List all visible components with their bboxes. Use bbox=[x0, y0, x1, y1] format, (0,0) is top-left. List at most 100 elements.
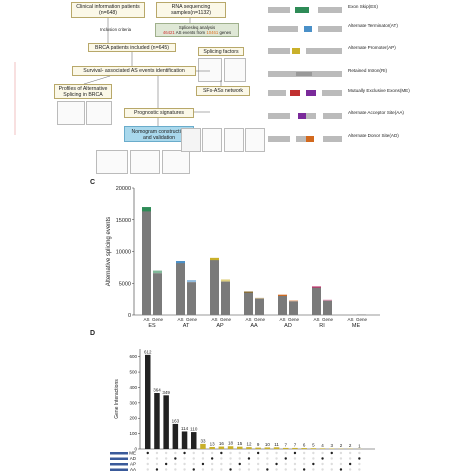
matrix-dot bbox=[348, 468, 352, 471]
prognostic-box: Prognostic signatures bbox=[124, 108, 194, 118]
matrix-dot bbox=[164, 468, 168, 471]
upset-bar bbox=[237, 446, 243, 449]
x-category-ad: AD bbox=[284, 323, 292, 329]
x-sublabel-as: AS bbox=[177, 317, 183, 322]
matrix-dot bbox=[256, 457, 260, 460]
matrix-dot bbox=[247, 462, 251, 466]
matrix-dot bbox=[174, 468, 177, 471]
upset-bar-label: 18 bbox=[228, 441, 234, 446]
matrix-dot bbox=[256, 468, 260, 471]
y-tick-label: 0 bbox=[134, 447, 137, 452]
upset-bar-label: 114 bbox=[181, 426, 189, 431]
bar-gene-cap-ri bbox=[323, 299, 332, 301]
x-sublabel-gene: Gene bbox=[152, 317, 164, 322]
factors-thumbnail bbox=[198, 58, 222, 82]
matrix-dot bbox=[164, 457, 168, 460]
inclusion-label: Inclusion criteria bbox=[100, 27, 132, 32]
matrix-dot bbox=[266, 468, 269, 471]
matrix-dot bbox=[201, 462, 205, 466]
matrix-dot bbox=[266, 462, 269, 466]
y-tick-label: 100 bbox=[129, 431, 137, 436]
x-category-at: AT bbox=[183, 323, 190, 329]
upset-bar bbox=[163, 395, 169, 449]
brca-box: BRCA patients included (n=645) bbox=[88, 43, 176, 52]
matrix-dot bbox=[339, 451, 343, 455]
matrix-dot bbox=[358, 451, 361, 455]
matrix-dot bbox=[312, 468, 315, 471]
survival-box: Survival- associated AS events identific… bbox=[72, 66, 196, 76]
upset-bar-label: 2 bbox=[340, 443, 343, 448]
signature-thumbnail-3 bbox=[224, 128, 244, 152]
matrix-dot bbox=[201, 457, 205, 460]
set-name-aa: AA bbox=[130, 467, 136, 472]
matrix-dot bbox=[321, 462, 324, 466]
upset-bar-label: 11 bbox=[274, 442, 279, 447]
matrix-dot bbox=[321, 457, 324, 460]
matrix-dot bbox=[183, 462, 186, 466]
matrix-dot bbox=[293, 457, 297, 460]
x-category-aa: AA bbox=[250, 323, 258, 329]
upset-bar-label: 364 bbox=[153, 388, 161, 393]
upset-bar bbox=[246, 447, 252, 449]
bar-gene-ap bbox=[221, 281, 230, 315]
signature-thumbnail-4 bbox=[245, 128, 265, 152]
y-tick-label: 400 bbox=[129, 385, 137, 390]
matrix-dot bbox=[358, 457, 361, 460]
matrix-dot bbox=[220, 457, 223, 460]
legend-diagram-me bbox=[268, 85, 343, 97]
matrix-dot bbox=[275, 462, 278, 466]
legend-label-aa: Alternate Acceptor Site(AA) bbox=[348, 110, 404, 115]
bar-gene-aa bbox=[255, 298, 264, 315]
matrix-dot bbox=[229, 457, 232, 460]
bar-as-ap bbox=[210, 260, 219, 315]
signature-thumbnail-1 bbox=[181, 128, 201, 152]
upset-bar bbox=[172, 423, 179, 449]
legend-label-at: Alternate Terminator(AT) bbox=[348, 23, 398, 28]
matrix-dot bbox=[348, 451, 352, 455]
matrix-dot bbox=[321, 451, 324, 455]
matrix-dot bbox=[155, 468, 159, 471]
x-sublabel-gene: Gene bbox=[186, 317, 198, 322]
matrix-dot bbox=[348, 462, 352, 466]
upset-bar-label: 4 bbox=[321, 443, 324, 448]
y-tick-label: 600 bbox=[129, 354, 137, 359]
matrix-dot bbox=[284, 468, 287, 471]
matrix-dot bbox=[164, 451, 168, 455]
result-thumbnail-3 bbox=[162, 150, 190, 174]
network-box: SFs-ASs network bbox=[196, 86, 250, 96]
bar-gene-cap-ad bbox=[289, 300, 298, 302]
matrix-dot bbox=[247, 457, 251, 460]
matrix-dot bbox=[330, 462, 333, 466]
set-size-bar-ap bbox=[110, 463, 128, 466]
matrix-dot bbox=[358, 462, 361, 466]
bar-gene-cap-at bbox=[187, 280, 196, 283]
matrix-dot bbox=[284, 457, 287, 460]
legend-label-ap: Alternate Promoter(AP) bbox=[348, 45, 396, 50]
matrix-dot bbox=[293, 468, 297, 471]
upset-bar bbox=[301, 448, 307, 449]
upset-bar bbox=[154, 393, 160, 449]
bar-gene-cap-me bbox=[357, 314, 366, 316]
bar-as-at bbox=[176, 263, 185, 315]
upset-bar bbox=[319, 448, 326, 449]
legend-label-me: Mutually Exclusive Exons(ME) bbox=[348, 88, 410, 93]
y-tick-label: 20000 bbox=[116, 186, 131, 192]
upset-bar bbox=[310, 448, 317, 449]
legend-diagram-ap bbox=[268, 43, 343, 54]
matrix-dot bbox=[275, 451, 278, 455]
matrix-dot bbox=[358, 468, 361, 471]
bar-gene-ri bbox=[323, 300, 332, 315]
set-name-ad: AD bbox=[130, 456, 137, 461]
set-size-bar-aa bbox=[110, 468, 128, 471]
matrix-dot bbox=[330, 468, 333, 471]
matrix-dot bbox=[339, 462, 343, 466]
matrix-dot bbox=[192, 468, 195, 471]
upset-bar bbox=[283, 447, 289, 449]
set-size-bar-ad bbox=[110, 457, 128, 460]
matrix-dot bbox=[312, 462, 315, 466]
matrix-dot bbox=[192, 457, 195, 460]
matrix-dot bbox=[174, 451, 177, 455]
matrix-dot bbox=[238, 457, 241, 460]
matrix-dot bbox=[330, 457, 333, 460]
